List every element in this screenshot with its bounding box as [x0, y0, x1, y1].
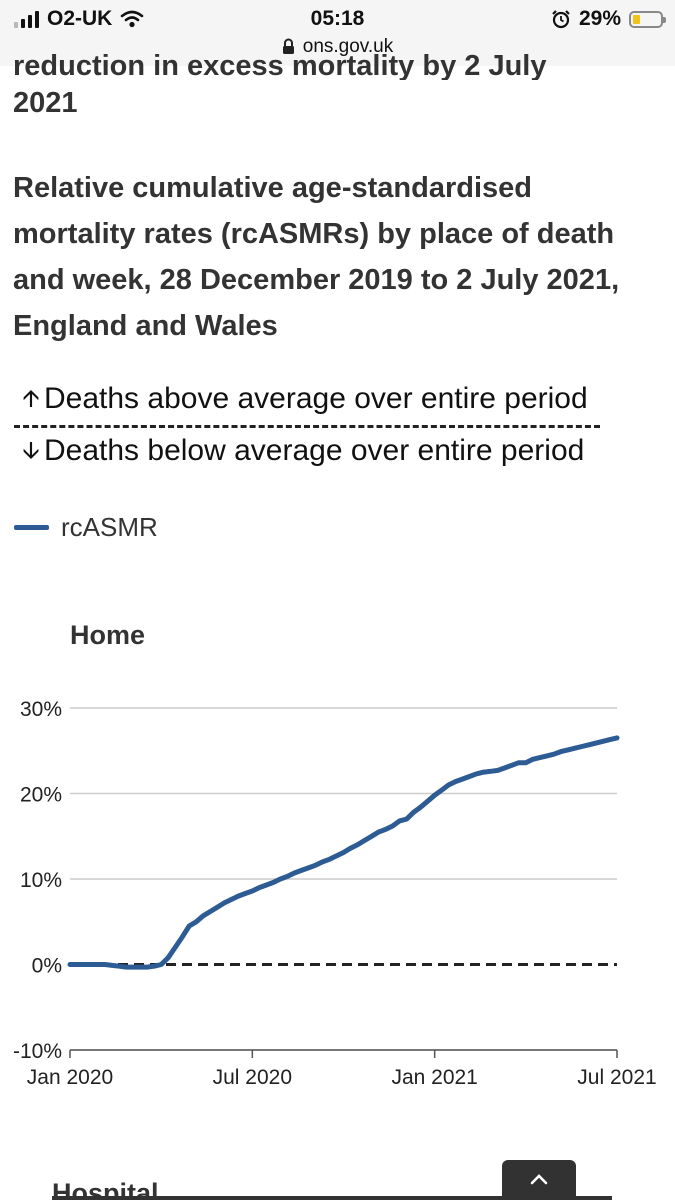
y-tick-label: 20% — [20, 784, 62, 807]
chart-legend: rcASMR — [14, 512, 158, 543]
section-heading-visible: 2021 — [13, 87, 78, 119]
address-bar[interactable]: ons.gov.uk — [0, 36, 675, 58]
carrier-group: O2-UK — [14, 7, 144, 31]
annotation-below: 🡫 Deaths below average over entire period — [18, 433, 618, 474]
status-right: 29% — [551, 7, 666, 31]
next-panel-title: Hospital — [52, 1178, 159, 1200]
section-heading-partial: reduction in excess mortality by 2 July — [13, 52, 547, 80]
y-tick-label: 30% — [20, 698, 62, 721]
chart-title: Relative cumulative age-standardised mor… — [13, 172, 620, 342]
arrow-down-icon: 🡫 — [22, 437, 40, 464]
lock-icon — [282, 39, 294, 55]
clock: 05:18 — [310, 7, 365, 30]
legend-swatch — [14, 525, 49, 530]
back-to-top-button[interactable] — [502, 1160, 576, 1200]
annotation-above: 🡩 Deaths above average over entire period — [18, 381, 618, 422]
series-line-rcASMR — [67, 735, 620, 970]
panel-title: Home — [70, 620, 146, 650]
line-chart: 30% 20% 10% 0% -10% Jan 2020 Jul 2020 Jan 2021 J… — [13, 698, 657, 1089]
x-tick-label: Jan 2020 — [27, 1066, 113, 1089]
x-tick-label: Jul 2020 — [213, 1066, 292, 1089]
y-tick-label: -10% — [13, 1040, 62, 1063]
battery-percent: 29% — [578, 7, 621, 30]
next-panel-title-text: Hospital — [52, 1178, 159, 1200]
wifi-icon — [121, 10, 144, 28]
y-tick-label: 0% — [32, 955, 62, 978]
bottom-toolbar — [52, 1196, 612, 1200]
alarm-icon — [552, 10, 570, 29]
battery-icon — [629, 10, 666, 28]
annotation-below-text: Deaths below average over entire period — [44, 434, 585, 467]
annotation-above-text: Deaths above average over entire period — [44, 382, 588, 415]
chevron-up-icon — [530, 1174, 548, 1185]
x-tick-label: Jan 2021 — [391, 1066, 477, 1089]
arrow-up-icon: 🡩 — [22, 385, 40, 412]
legend-label: rcASMR — [61, 512, 158, 542]
url-text: ons.gov.uk — [302, 36, 394, 57]
signal-icon — [14, 10, 39, 28]
x-tick-label: Jul 2021 — [577, 1066, 656, 1089]
carrier-label: O2-UK — [47, 7, 113, 30]
y-tick-label: 10% — [20, 869, 62, 892]
status-bar: O2-UK 05:18 ons.gov.uk 29% — [0, 0, 675, 66]
section-heading: reduction in excess mortality by 2 July … — [13, 52, 653, 126]
annotation-divider — [14, 425, 600, 428]
